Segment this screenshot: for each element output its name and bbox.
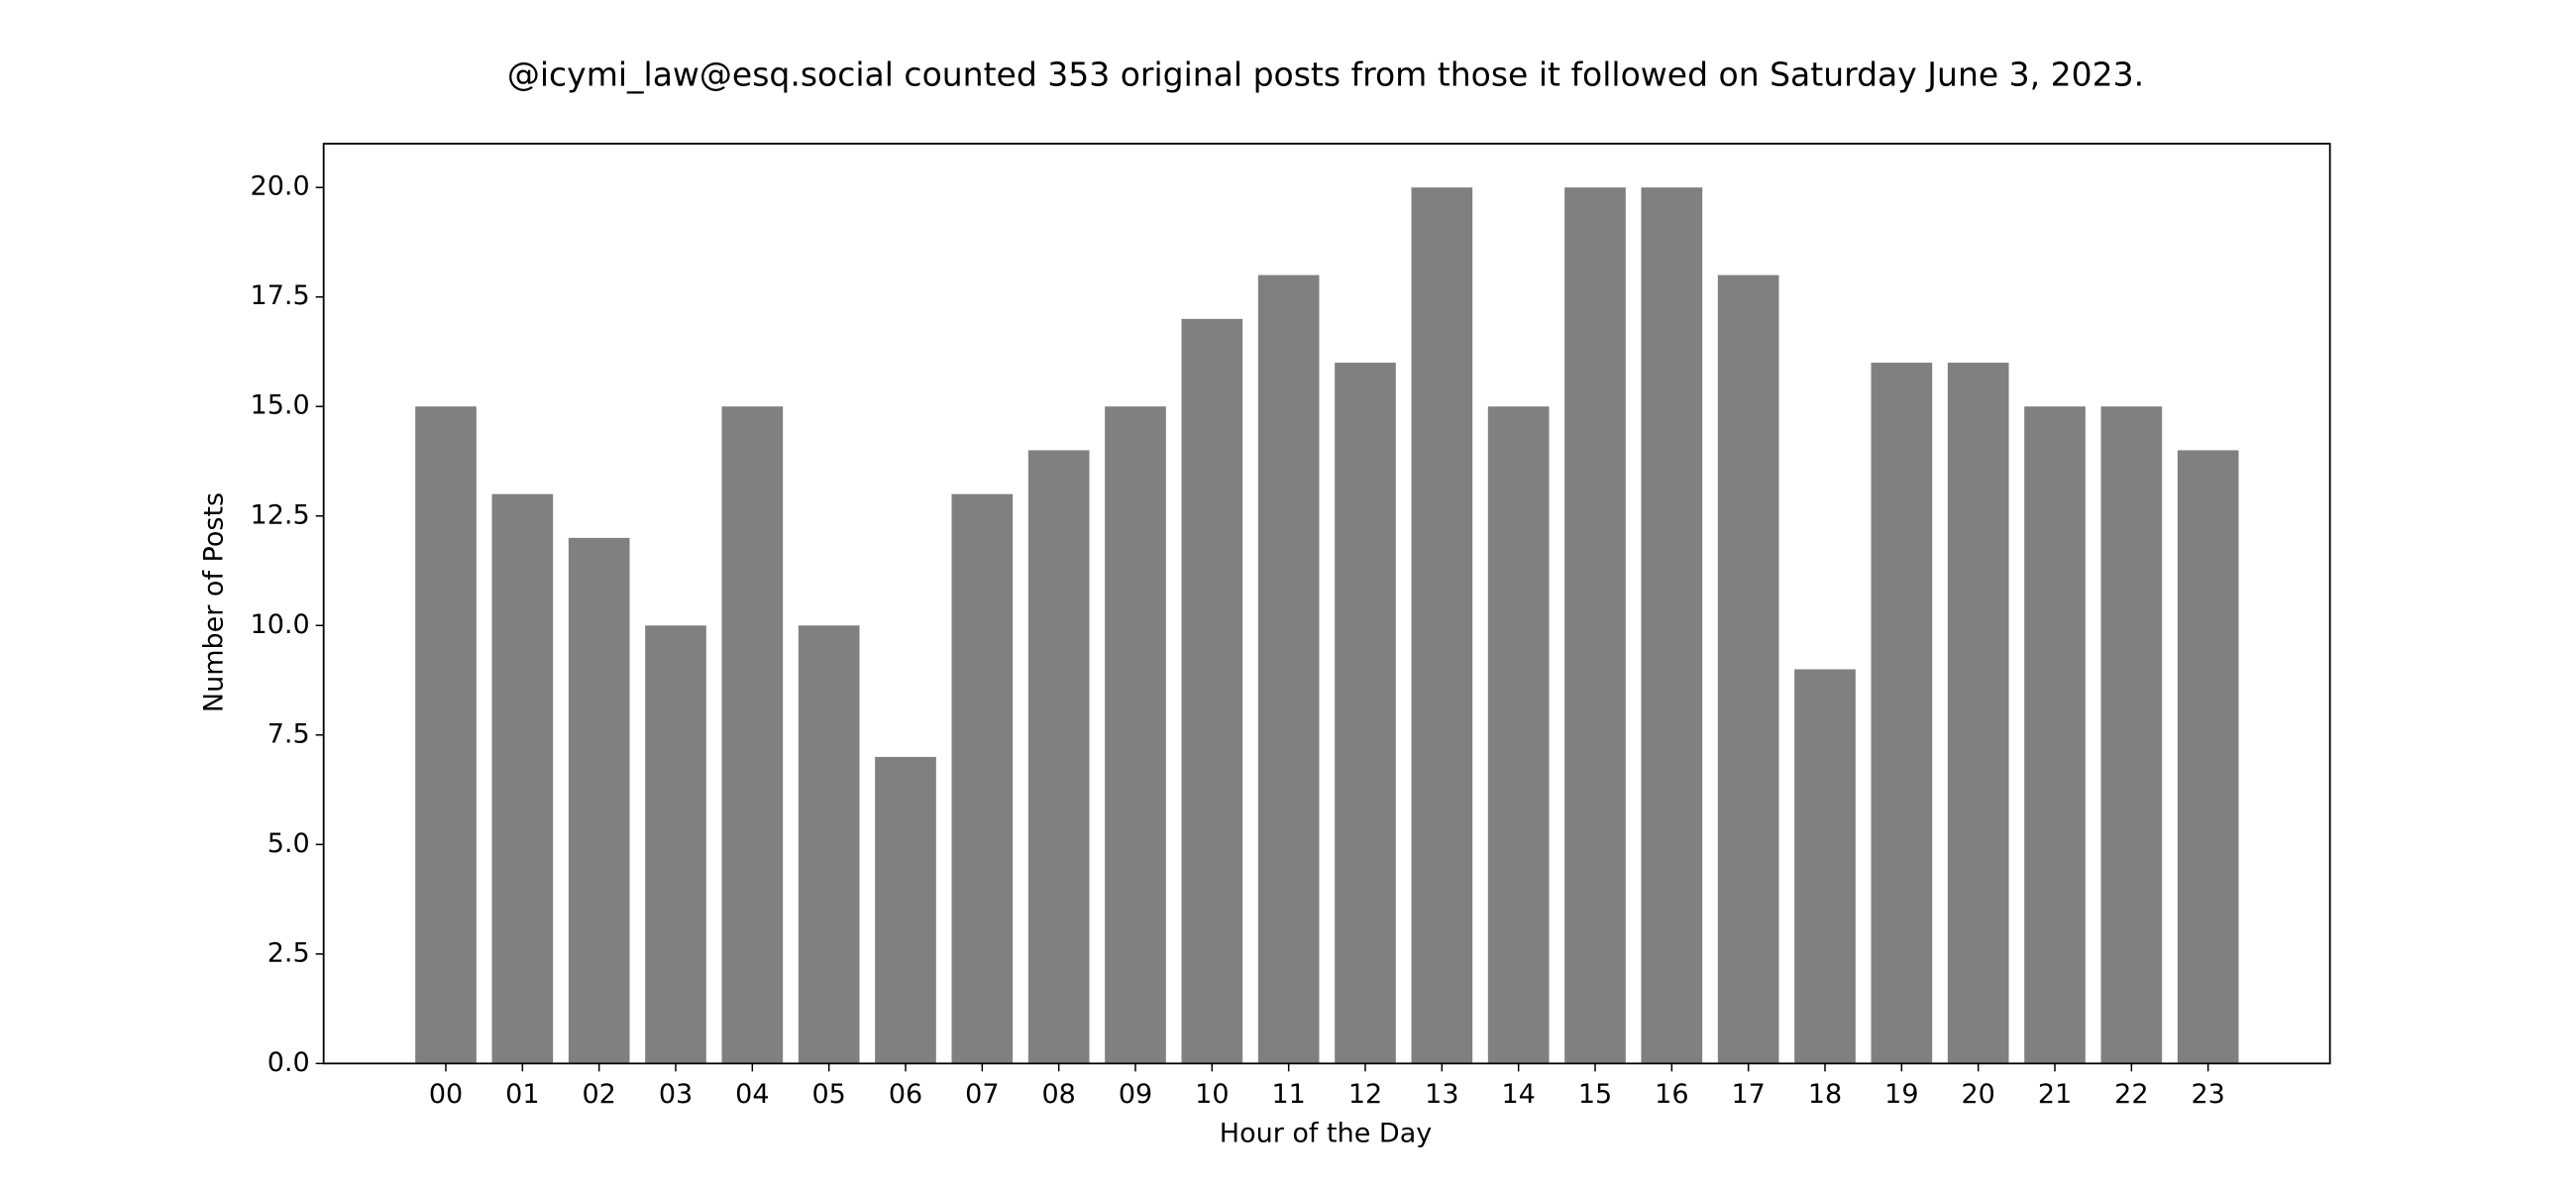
x-tick-label: 13 <box>1425 1079 1458 1110</box>
bar <box>645 625 706 1064</box>
x-tick-label: 08 <box>1041 1079 1075 1110</box>
y-tick-label: 15.0 <box>251 390 310 421</box>
bar <box>798 625 860 1064</box>
x-tick-label: 04 <box>735 1079 769 1110</box>
chart-title: @icymi_law@esq.social counted 353 origin… <box>507 55 2144 94</box>
bar <box>2177 450 2239 1064</box>
x-tick-label: 15 <box>1578 1079 1612 1110</box>
y-tick-label: 17.5 <box>251 280 310 311</box>
bar <box>1794 669 1856 1064</box>
x-tick-label: 23 <box>2191 1079 2224 1110</box>
x-tick-label: 11 <box>1271 1079 1305 1110</box>
x-tick-label: 00 <box>429 1079 463 1110</box>
y-tick-label: 7.5 <box>268 718 310 749</box>
y-tick-label: 2.5 <box>268 937 310 968</box>
x-tick-label: 16 <box>1655 1079 1688 1110</box>
bar <box>1564 187 1626 1064</box>
x-tick-label: 21 <box>2038 1079 2072 1110</box>
x-tick-label: 07 <box>965 1079 999 1110</box>
bar <box>1641 187 1703 1064</box>
bar <box>1717 274 1779 1064</box>
y-tick-label: 12.5 <box>251 499 310 530</box>
bar <box>875 756 936 1064</box>
x-tick-label: 14 <box>1501 1079 1535 1110</box>
bar <box>1105 406 1166 1064</box>
bar <box>1411 187 1473 1064</box>
x-tick-label: 06 <box>889 1079 922 1110</box>
x-tick-label: 12 <box>1348 1079 1382 1110</box>
x-tick-label: 09 <box>1119 1079 1152 1110</box>
x-tick-label: 18 <box>1808 1079 1842 1110</box>
y-tick-label: 20.0 <box>251 171 310 202</box>
x-tick-label: 19 <box>1884 1079 1918 1110</box>
bar <box>1947 363 2009 1064</box>
x-tick-label: 20 <box>1961 1079 1994 1110</box>
x-tick-label: 10 <box>1195 1079 1229 1110</box>
y-tick-label: 10.0 <box>251 609 310 640</box>
bar <box>951 493 1014 1064</box>
bar <box>1335 363 1396 1064</box>
plot-frame <box>322 143 2331 1065</box>
bar <box>721 406 784 1064</box>
y-tick-label: 5.0 <box>268 828 310 859</box>
x-tick-label: 17 <box>1731 1079 1765 1110</box>
bar <box>415 406 477 1064</box>
x-axis-label: Hour of the Day <box>1220 1119 1432 1149</box>
bar <box>1257 274 1320 1064</box>
x-tick-label: 22 <box>2114 1079 2148 1110</box>
bar <box>568 537 630 1064</box>
bar <box>1027 450 1090 1064</box>
bar <box>2100 406 2163 1064</box>
x-tick-label: 03 <box>659 1079 693 1110</box>
bar <box>491 493 554 1064</box>
x-tick-label: 02 <box>582 1079 615 1110</box>
x-tick-label: 01 <box>505 1079 539 1110</box>
x-tick-label: 05 <box>811 1079 845 1110</box>
bar <box>2024 406 2086 1064</box>
bar <box>1181 318 1243 1064</box>
y-tick-label: 0.0 <box>268 1047 310 1078</box>
bar <box>1487 406 1550 1064</box>
y-axis-label: Number of Posts <box>199 492 230 712</box>
bar <box>1871 363 1933 1064</box>
